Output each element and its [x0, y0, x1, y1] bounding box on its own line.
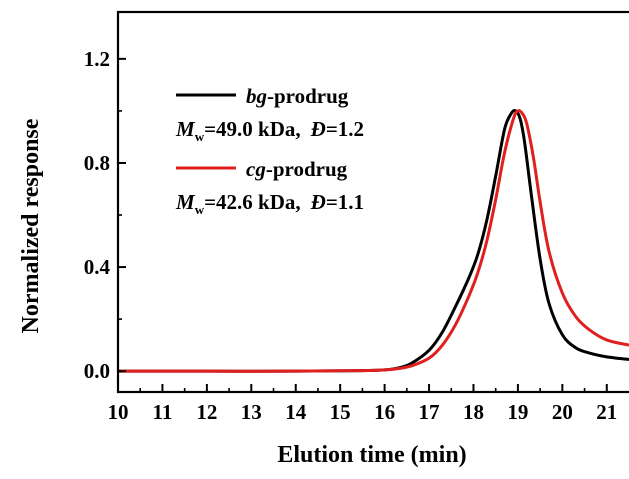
x-tick-label: 18	[463, 400, 484, 424]
legend-entry-bg-prodrug: bg-prodrug	[246, 84, 349, 108]
x-tick-label: 10	[108, 400, 129, 424]
x-tick-label: 20	[552, 400, 573, 424]
plot-frame	[116, 10, 629, 394]
x-tick-label: 21	[596, 400, 617, 424]
y-axis: 0.0 0.4 0.8 1.2	[84, 47, 126, 383]
y-tick-label: 1.2	[84, 47, 110, 71]
x-tick-label: 12	[196, 400, 217, 424]
x-axis: 10 11 12 13 14 15 16 17 18 19 20 21	[108, 384, 617, 424]
legend: bg-prodrug Mw=49.0 kDa, Đ=1.2 cg-prodrug …	[175, 84, 364, 217]
legend-details-bg-prodrug: Mw=49.0 kDa, Đ=1.2	[175, 117, 364, 144]
y-axis-label: Normalized response	[18, 118, 44, 333]
x-tick-label: 11	[153, 400, 173, 424]
x-tick-label: 17	[419, 400, 440, 424]
x-tick-label: 19	[507, 400, 528, 424]
series-line-bg-prodrug	[118, 109, 629, 373]
x-tick-label: 16	[374, 400, 395, 424]
series-line-cg-prodrug	[118, 109, 629, 373]
y-tick-label: 0.4	[84, 255, 111, 279]
legend-details-cg-prodrug: Mw=42.6 kDa, Đ=1.1	[175, 190, 364, 217]
x-tick-label: 13	[241, 400, 262, 424]
legend-entry-cg-prodrug: cg-prodrug	[246, 157, 348, 181]
series-curves	[118, 109, 629, 373]
y-tick-label: 0.8	[84, 151, 110, 175]
y-tick-label: 0.0	[84, 359, 110, 383]
x-axis-label: Elution time (min)	[277, 442, 466, 468]
x-tick-label: 15	[330, 400, 351, 424]
x-tick-label: 14	[285, 400, 307, 424]
